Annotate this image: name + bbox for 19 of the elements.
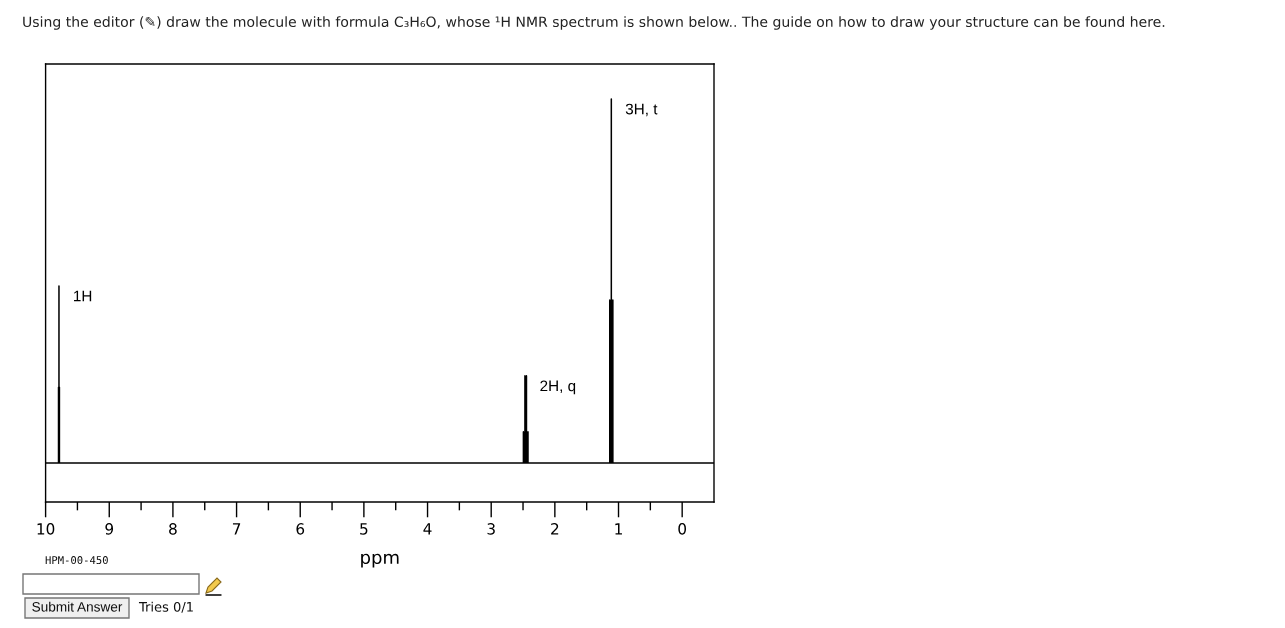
text: Tries 0/1 <box>138 601 193 613</box>
annotation: 2H, q <box>540 380 576 395</box>
x-tick-label: 3 <box>487 523 495 535</box>
annotation: 3H, t <box>625 103 658 117</box>
x-tick-label: 1 <box>615 523 622 535</box>
text: Submit Answer <box>32 601 123 612</box>
x-axis-title: ppm <box>361 553 399 568</box>
annotation: 1H <box>74 290 92 302</box>
x-tick-label: 0 <box>678 523 687 535</box>
x-tick-label: 5 <box>360 523 368 535</box>
x-tick-label: 8 <box>169 523 177 535</box>
x-tick-label: 9 <box>105 523 114 535</box>
x-tick-label: 6 <box>296 523 305 535</box>
chart-title: Using the editor (✎) draw the molecule with formula C₃H₆O, whose ¹H NMR spectrum is shown below.. The guide on how to draw your structure can be found here. <box>23 16 1165 30</box>
x-tick-label: 10 <box>37 523 55 535</box>
x-tick-label: 7 <box>232 523 241 535</box>
x-tick-label: 4 <box>423 523 432 535</box>
text: HPM-00-450 <box>45 556 108 565</box>
x-tick-label: 2 <box>551 523 559 535</box>
